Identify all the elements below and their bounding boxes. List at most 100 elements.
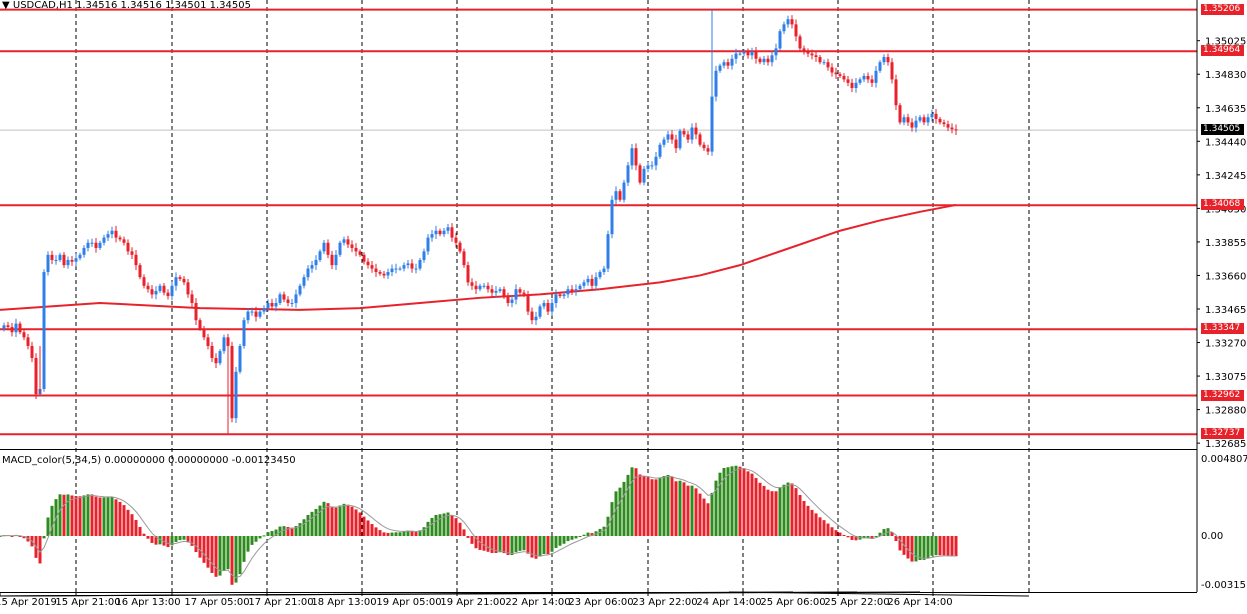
candle-body	[294, 294, 298, 303]
price-tick-label: 1.33270	[1205, 339, 1246, 350]
macd-bar	[954, 536, 958, 557]
candle-body	[462, 251, 466, 266]
macd-bar	[522, 536, 526, 551]
candle-body	[386, 272, 390, 276]
macd-bar	[250, 536, 254, 545]
candle-body	[870, 79, 874, 83]
candle-body	[894, 79, 898, 106]
symbol-title: USDCAD,H1 1.34516 1.34516 1.34501 1.3450…	[12, 0, 251, 11]
candle-body	[950, 127, 954, 130]
macd-bar	[942, 536, 946, 556]
candle-body	[90, 242, 94, 244]
time-tick	[0, 591, 921, 597]
candle-body	[58, 254, 62, 260]
macd-bar	[502, 536, 506, 554]
macd-bar	[714, 480, 718, 536]
macd-bar	[570, 536, 574, 540]
macd-bar	[642, 476, 646, 536]
candle-body	[166, 292, 170, 297]
candle-body	[614, 191, 618, 200]
macd-bar	[446, 512, 450, 536]
price-tick-label: 1.35025	[1205, 37, 1246, 48]
macd-bar	[862, 536, 866, 539]
candle-body	[162, 285, 166, 293]
macd-bar	[830, 527, 834, 536]
macd-bar	[394, 532, 398, 536]
macd-bar	[322, 501, 326, 536]
candle-body	[878, 62, 882, 71]
macd-bar	[678, 480, 682, 536]
candle-body	[282, 294, 286, 300]
macd-bar	[874, 536, 878, 537]
macd-bar	[538, 536, 542, 557]
candle-body	[310, 265, 314, 269]
macd-bar	[498, 536, 502, 553]
candle-body	[690, 127, 694, 140]
price-tick-label: 1.33855	[1205, 238, 1246, 249]
macd-bar	[438, 514, 442, 536]
candle-body	[634, 148, 638, 166]
dropdown-icon[interactable]: ▼	[2, 0, 10, 11]
candle-body	[918, 117, 922, 121]
macd-bar	[490, 536, 494, 553]
candle-body	[694, 127, 698, 135]
macd-bar	[646, 477, 650, 536]
macd-bar	[214, 536, 218, 577]
candle-body	[326, 242, 330, 255]
horizontal-levels[interactable]	[0, 8, 1197, 436]
symbol-header: ▼ USDCAD,H1 1.34516 1.34516 1.34501 1.34…	[2, 0, 251, 11]
time-tick-label: 17 Apr 05:00	[184, 597, 249, 608]
macd-bar	[846, 536, 850, 538]
candle-body	[734, 53, 738, 59]
macd-bar	[674, 481, 678, 536]
macd-bar	[558, 536, 562, 546]
candle-body	[82, 247, 86, 255]
macd-axis-label: 0.0048075	[1201, 454, 1247, 465]
time-tick-label: 19 Apr 21:00	[440, 597, 505, 608]
macd-bar	[882, 529, 886, 536]
candle-body	[766, 58, 770, 63]
macd-bar	[686, 485, 690, 536]
macd-bar	[70, 495, 74, 536]
macd-bar	[734, 465, 738, 536]
candle-body	[350, 244, 354, 248]
candle-body	[406, 263, 410, 266]
candle-body	[842, 75, 846, 80]
level-price-tag: 1.32737	[1201, 428, 1244, 440]
candle-body	[866, 75, 870, 80]
candle-body	[214, 358, 218, 364]
macd-signal-line	[0, 468, 957, 579]
candle-body	[78, 254, 82, 259]
candle-body	[650, 165, 654, 167]
macd-bar	[906, 536, 910, 559]
price-tick-label: 1.32685	[1205, 439, 1246, 450]
candle-body	[662, 139, 666, 145]
macd-bar	[290, 527, 294, 536]
macd-bar	[730, 466, 734, 536]
macd-bar	[266, 532, 270, 536]
candle-body	[330, 254, 334, 266]
macd-axis-label: 0.00	[1201, 531, 1223, 542]
candle-body	[558, 294, 562, 297]
macd-bar	[242, 536, 246, 562]
candle-body	[654, 156, 658, 166]
candle-body	[854, 82, 858, 88]
candle-body	[826, 62, 830, 68]
macd-bar	[342, 503, 346, 536]
candle-body	[366, 261, 370, 266]
macd-bar	[234, 536, 238, 583]
candle-body	[98, 242, 102, 248]
candle-body	[890, 62, 894, 80]
macd-bar	[382, 532, 386, 536]
candle-body	[322, 242, 326, 252]
macd-bar	[750, 473, 754, 536]
macd-bar	[258, 536, 262, 539]
macd-bar	[754, 478, 758, 536]
candle-body	[18, 323, 22, 333]
macd-bar	[802, 500, 806, 536]
macd-bar	[418, 530, 422, 536]
macd-bar	[346, 504, 350, 536]
macd-bar	[314, 509, 318, 536]
macd-bar	[514, 536, 518, 553]
